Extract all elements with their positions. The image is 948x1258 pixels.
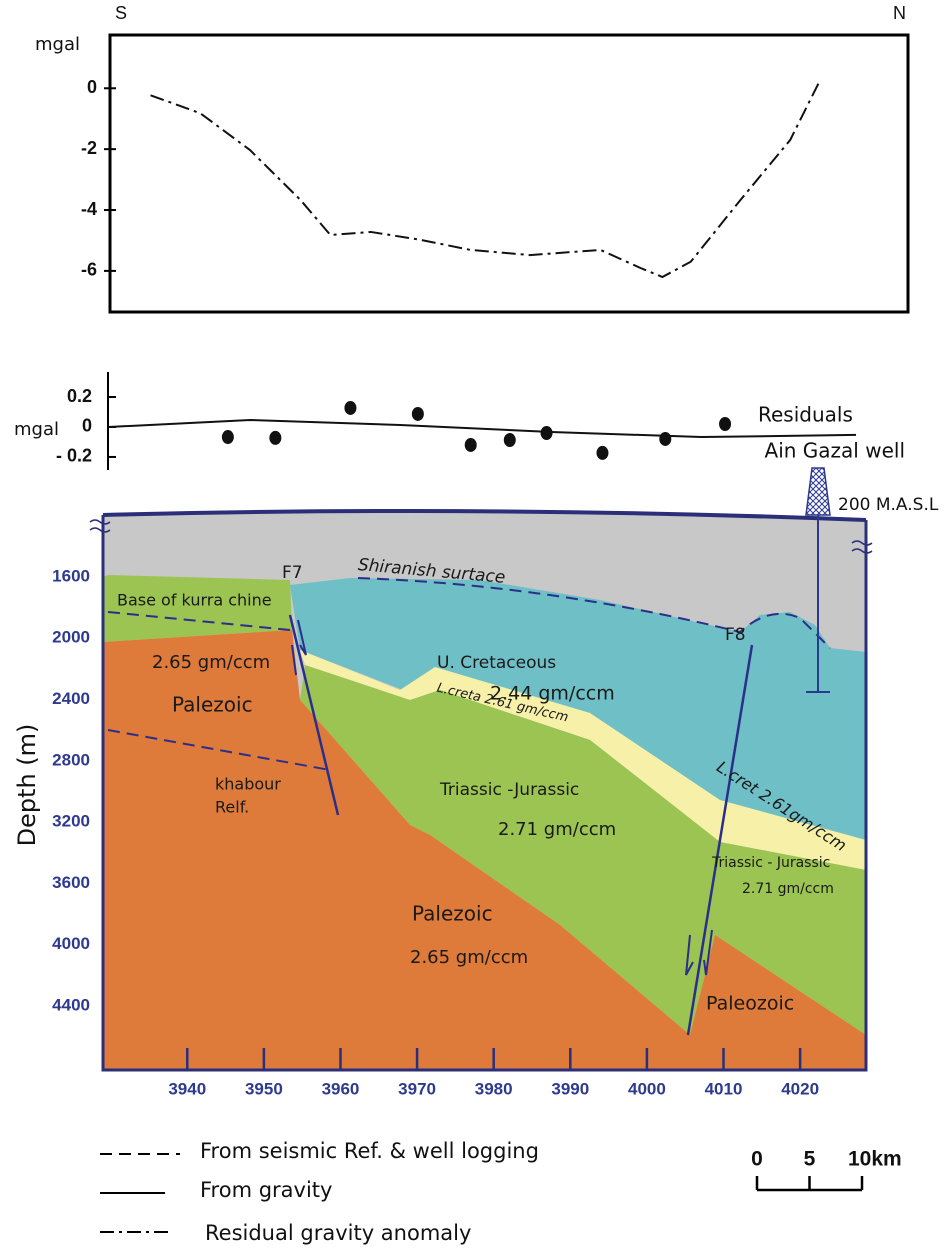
y-axis-label: mgal: [14, 419, 59, 440]
annotation: Palezoic: [172, 693, 253, 717]
annotation: U. Cretaceous: [437, 653, 556, 673]
x-tick-label: 4000: [628, 1079, 666, 1098]
fault-f7: [288, 614, 340, 816]
layer-palezoic: [103, 630, 866, 1070]
y-axis-label: Depth (m): [13, 724, 41, 847]
surface-line: [102, 509, 867, 522]
residual-point: [464, 437, 477, 452]
kurra-horizon: [107, 611, 291, 631]
annotation: 2.71 gm/ccm: [498, 819, 616, 840]
scale-label: 0: [751, 1148, 763, 1171]
anomaly-line: [150, 79, 821, 279]
residual-point: [719, 416, 732, 431]
y-tick-label: 0: [87, 77, 97, 97]
residual-point: [503, 433, 516, 448]
fault-f8: [686, 644, 754, 1036]
well-elevation: 200 M.A.S.L: [838, 495, 939, 515]
y-tick-label: 0: [82, 416, 92, 436]
well-name: Ain Gazal well: [765, 439, 905, 463]
legend-label: Residual gravity anomaly: [205, 1221, 471, 1245]
break-mark: [89, 519, 873, 554]
residual-point: [221, 430, 234, 445]
y-tick-label: 0.2: [67, 386, 92, 406]
y-tick-label: 1600: [52, 566, 90, 585]
y-tick-label: 2800: [52, 750, 90, 769]
y-tick-label: - 0.2: [56, 446, 92, 466]
residual-point: [659, 431, 672, 446]
residual-point: [411, 406, 424, 421]
residual-point: [596, 445, 609, 460]
annotation: 2.65 gm/ccm: [410, 947, 528, 968]
annotation: F8: [725, 625, 746, 645]
annotation: F7: [282, 563, 303, 583]
annotation: 2.71 gm/ccm: [742, 881, 834, 897]
y-tick-label: -6: [81, 260, 97, 280]
annotation: 2.44 gm/ccm: [490, 683, 615, 705]
fault-arrow: [685, 929, 713, 976]
y-tick-label: 2000: [52, 628, 90, 647]
annotation: 2.65 gm/ccm: [152, 652, 270, 673]
x-tick-label: 3960: [322, 1079, 360, 1098]
scale-label: 5: [804, 1148, 816, 1171]
legend-label: From gravity: [200, 1178, 332, 1202]
y-tick-label: -2: [81, 138, 97, 158]
x-tick-label: 3990: [551, 1079, 589, 1098]
annotation: Base of kurra chine: [117, 591, 272, 610]
x-tick-label: 3950: [245, 1079, 283, 1098]
y-tick-label: 4000: [52, 934, 90, 953]
x-tick-label: 3970: [398, 1079, 436, 1098]
annotation: Relf.: [215, 798, 249, 817]
series-label: Residuals: [758, 403, 853, 427]
x-tick-label: 3980: [475, 1079, 513, 1098]
well-derrick: [805, 467, 831, 516]
corner-label: S: [115, 3, 127, 23]
y-tick-label: 2400: [52, 689, 90, 708]
corner-label: N: [893, 3, 906, 23]
residual-point: [540, 425, 553, 440]
residual-point: [344, 400, 357, 415]
layer-triassic-jurassic: [300, 665, 866, 1035]
fit-line: [108, 418, 857, 439]
y-tick-label: 3200: [52, 812, 90, 831]
shiranish-horizon: [357, 577, 831, 649]
annotation: Palezoic: [412, 902, 493, 926]
annotation: khabour: [215, 775, 281, 794]
panel-frame: [101, 515, 868, 1072]
well-bore: [806, 515, 830, 693]
x-tick-label: 3940: [168, 1079, 206, 1098]
legend-label: From seismic Ref. & well logging: [200, 1139, 539, 1163]
panel-frame: [108, 33, 910, 314]
residual-point: [269, 430, 282, 445]
x-tick-label: 4020: [781, 1079, 819, 1098]
annotation: Triassic - Jurassic: [711, 855, 830, 871]
scale-label: 10km: [848, 1148, 902, 1171]
y-axis-label: mgal: [35, 34, 80, 55]
annotation: Paleozoic: [706, 993, 794, 1015]
x-tick-label: 4010: [705, 1079, 743, 1098]
y-tick-label: 3600: [52, 873, 90, 892]
cross-section: [89, 467, 873, 1072]
y-tick-label: 4400: [52, 995, 90, 1014]
annotation: Triassic -Jurassic: [439, 780, 579, 800]
fault-arrow: [291, 619, 307, 676]
y-tick-label: -4: [81, 199, 97, 219]
